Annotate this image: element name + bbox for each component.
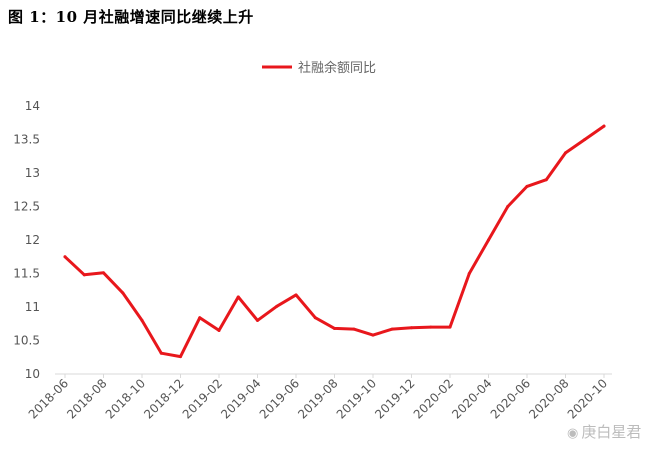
data-point xyxy=(371,333,375,337)
y-tick-label: 14 xyxy=(25,99,40,113)
legend-label: 社融余额同比 xyxy=(298,60,376,76)
watermark: ◉ 庚白星君 xyxy=(567,421,641,442)
data-point xyxy=(294,293,298,297)
data-point xyxy=(275,304,279,308)
data-point xyxy=(467,272,471,275)
x-tick-label: 2019-02 xyxy=(180,376,225,421)
data-point xyxy=(256,318,259,322)
data-point xyxy=(333,326,336,330)
y-tick-label: 13 xyxy=(25,166,40,180)
y-tick-label: 10 xyxy=(25,367,40,381)
x-tick-label: 2020-04 xyxy=(449,376,494,421)
data-point xyxy=(102,271,105,275)
legend: 社融余额同比 xyxy=(262,60,376,76)
y-tick-label: 12.5 xyxy=(13,200,40,214)
data-point xyxy=(390,327,394,331)
x-tick-label: 2018-08 xyxy=(64,376,109,421)
data-point xyxy=(63,255,67,259)
data-point xyxy=(313,316,317,320)
data-point xyxy=(564,151,567,155)
data-point xyxy=(82,273,86,277)
data-point xyxy=(429,325,433,329)
y-axis-ticks: 10 10.5 11 11.5 12 12.5 13 13.5 14 xyxy=(13,99,40,381)
data-point xyxy=(525,184,529,188)
x-tick-label: 2020-08 xyxy=(526,376,571,421)
y-tick-label: 13.5 xyxy=(13,133,40,147)
data-point xyxy=(140,318,144,322)
data-point xyxy=(506,205,510,208)
x-tick-label: 2019-04 xyxy=(218,376,263,421)
series-line xyxy=(63,124,606,359)
data-point xyxy=(159,351,163,355)
weibo-logo-icon: ◉ xyxy=(567,426,579,441)
data-point xyxy=(121,291,125,295)
data-point xyxy=(198,316,202,320)
x-tick-label: 2018-12 xyxy=(141,376,186,421)
data-point xyxy=(410,326,413,330)
x-tick-label: 2018-10 xyxy=(103,376,148,421)
x-tick-label: 2020-10 xyxy=(565,376,610,421)
y-tick-label: 12 xyxy=(25,233,40,247)
x-tick-label: 2019-08 xyxy=(295,376,340,421)
x-axis-ticks: 2018-062018-082018-102018-122019-022019-… xyxy=(26,374,610,422)
y-tick-label: 11 xyxy=(25,300,40,314)
data-point xyxy=(544,178,548,182)
y-tick-label: 11.5 xyxy=(13,267,40,281)
data-point xyxy=(602,124,606,128)
data-point xyxy=(583,138,587,141)
x-tick-label: 2019-12 xyxy=(372,376,417,421)
figure-title: 图 1：10 月社融增速同比继续上升 xyxy=(8,8,254,26)
x-tick-label: 2019-06 xyxy=(257,376,302,421)
data-point xyxy=(352,327,356,331)
x-tick-label: 2019-10 xyxy=(334,376,379,421)
x-tick-label: 2018-06 xyxy=(26,376,71,421)
x-tick-label: 2020-06 xyxy=(488,376,533,421)
data-point xyxy=(217,328,221,332)
data-point xyxy=(179,355,182,359)
data-point xyxy=(487,238,490,242)
x-tick-label: 2020-02 xyxy=(411,376,456,421)
data-point xyxy=(448,325,452,329)
watermark-text: 庚白星君 xyxy=(581,423,642,441)
series-points xyxy=(63,124,606,359)
data-point xyxy=(236,295,240,299)
y-tick-label: 10.5 xyxy=(13,334,40,348)
